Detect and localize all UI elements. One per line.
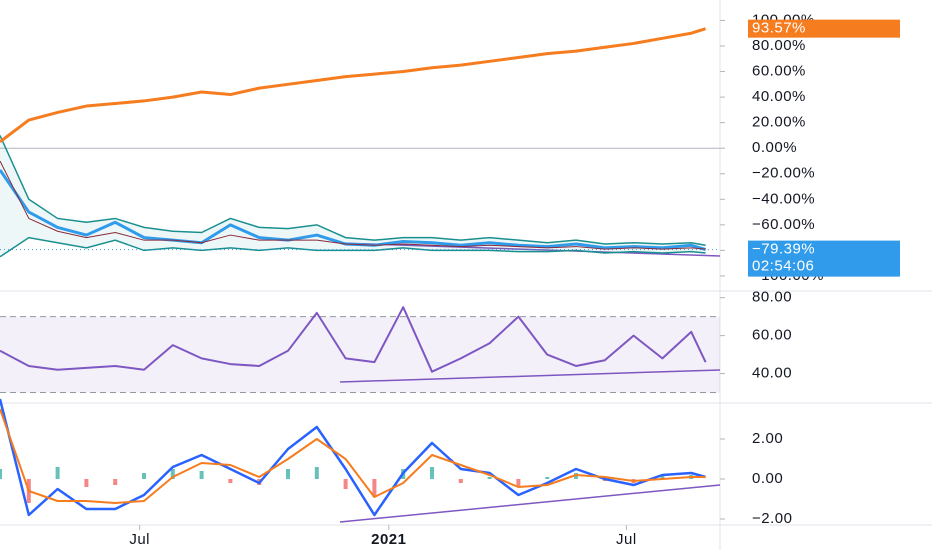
histogram-bar xyxy=(286,469,290,479)
price-badge-label: −79.39% xyxy=(752,241,815,258)
histogram-bar xyxy=(516,479,521,487)
histogram-bar xyxy=(113,479,118,485)
x-tick-label: 2021 xyxy=(371,531,406,548)
y-tick-label: 80.00 xyxy=(752,289,792,306)
series-line xyxy=(0,160,706,250)
level-band xyxy=(0,316,720,393)
y-tick-label: 20.00% xyxy=(752,114,806,131)
histogram-bar xyxy=(372,479,377,497)
price-badge xyxy=(748,240,900,277)
x-tick-label: Jul xyxy=(129,531,150,548)
histogram-bar xyxy=(84,479,89,487)
y-tick-label: 2.00 xyxy=(752,430,783,447)
trend-line xyxy=(339,484,721,523)
y-tick-label: −20.00% xyxy=(752,165,815,182)
histogram-bar xyxy=(430,467,434,479)
y-tick-label: 0.00% xyxy=(752,139,797,156)
price-badge-label: 93.57% xyxy=(752,20,806,37)
price-badge xyxy=(748,19,900,38)
histogram-bar xyxy=(199,471,204,479)
band-upper xyxy=(0,135,706,247)
histogram-bar xyxy=(545,477,550,479)
countdown-label: 02:54:06 xyxy=(752,258,814,275)
x-tick-label: Jul xyxy=(616,531,637,548)
series-line xyxy=(0,27,707,144)
y-tick-label: −40.00% xyxy=(752,190,815,207)
histogram-bar xyxy=(458,479,463,483)
histogram-bar xyxy=(660,475,665,479)
histogram-bar xyxy=(55,467,60,479)
band-lower xyxy=(0,236,706,258)
histogram-bar xyxy=(487,477,492,479)
histogram-bar xyxy=(170,469,175,479)
trend-line xyxy=(339,242,721,257)
trend-line xyxy=(339,369,721,383)
y-tick-label: 40.00% xyxy=(752,88,806,105)
y-tick-label: −2.00 xyxy=(752,510,792,527)
y-tick-label: −60.00% xyxy=(752,216,815,233)
y-tick-label: 0.00 xyxy=(752,470,783,487)
series-line xyxy=(0,306,707,373)
y-tick-label: 60.00 xyxy=(752,327,792,344)
histogram-bar xyxy=(314,467,319,479)
series-line xyxy=(0,408,706,504)
y-tick-label: 40.00 xyxy=(752,365,792,382)
y-tick-label: 60.00% xyxy=(752,63,806,80)
histogram-bar xyxy=(228,479,233,483)
histogram-bar xyxy=(0,469,2,479)
y-tick-label: 80.00% xyxy=(752,37,806,54)
histogram-bar xyxy=(142,473,146,479)
histogram-bar xyxy=(343,479,348,489)
